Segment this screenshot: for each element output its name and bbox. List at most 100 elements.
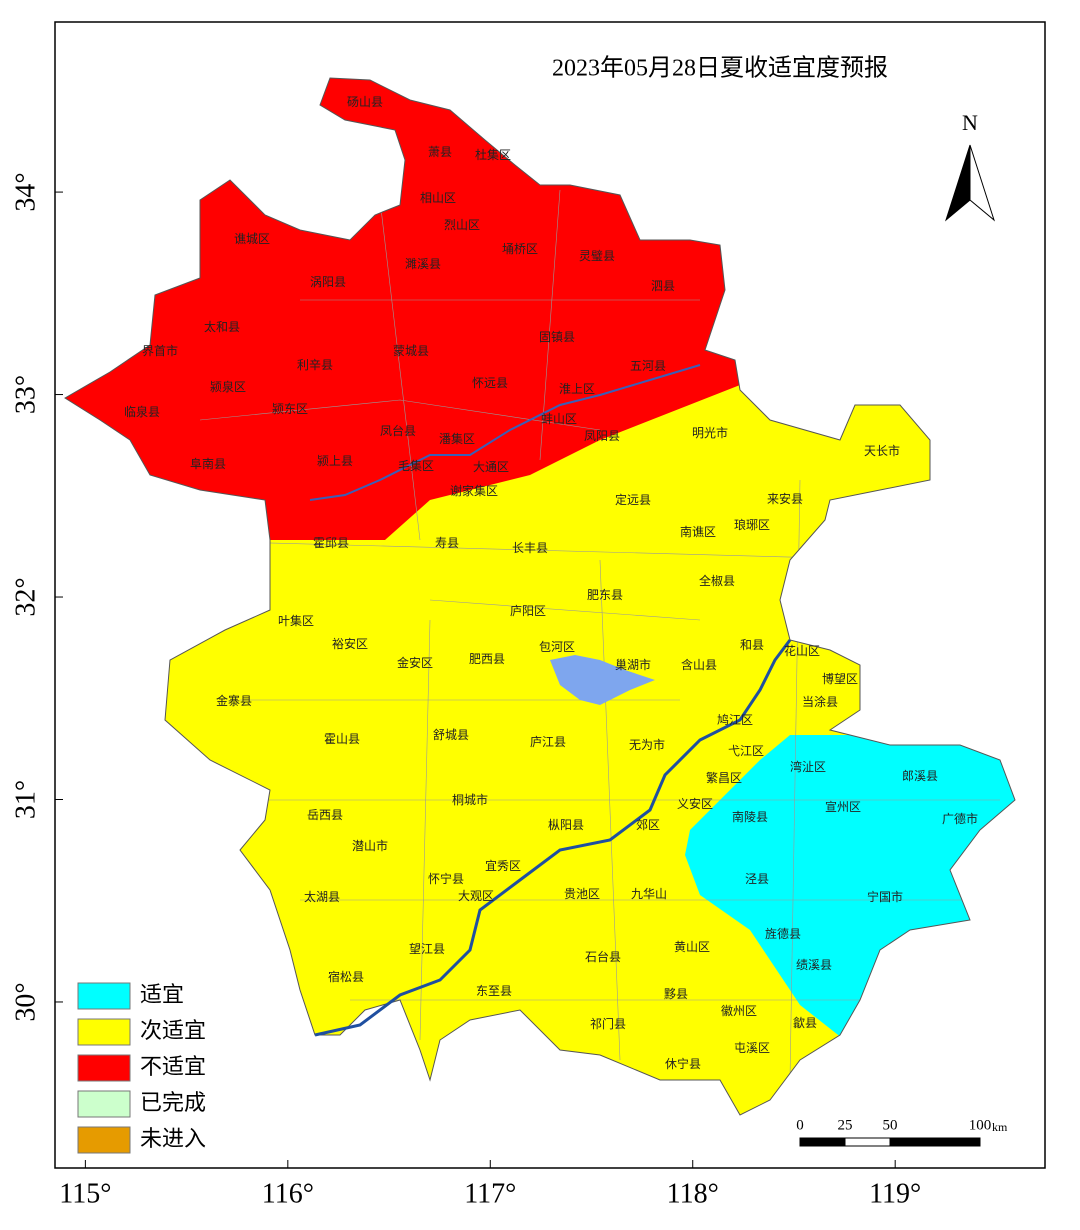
- county-label: 临泉县: [124, 405, 160, 419]
- county-label: 谯城区: [234, 232, 270, 246]
- county-label: 谢家集区: [450, 483, 498, 498]
- county-label: 黄山区: [674, 940, 710, 954]
- scale-segment: [844, 1137, 891, 1147]
- river-yangtze: [314, 639, 792, 1037]
- legend-label: 已完成: [140, 1090, 206, 1115]
- scale-unit: km: [992, 1120, 1008, 1134]
- county-label: 颍上县: [317, 454, 353, 468]
- county-label: 琅琊区: [734, 517, 770, 532]
- county-label: 全椒县: [699, 573, 735, 588]
- county-label: 义安区: [677, 796, 713, 811]
- legend-label: 次适宜: [140, 1018, 206, 1043]
- county-label: 枞阳县: [548, 818, 584, 832]
- county-label: 舒城县: [433, 728, 469, 742]
- y-tick-label: 30°: [10, 982, 41, 1021]
- legend-swatch: [77, 1018, 131, 1046]
- county-label: 和县: [740, 638, 764, 652]
- county-label: 庐江县: [530, 734, 566, 749]
- county-label: 杜集区: [475, 147, 511, 162]
- scale-label: 50: [883, 1117, 898, 1133]
- county-label: 淮上区: [559, 382, 595, 396]
- county-label: 桐城市: [452, 792, 488, 807]
- county-label: 旌德县: [765, 926, 801, 941]
- x-tick-label: 119°: [869, 1178, 921, 1209]
- county-label: 无为市: [629, 737, 665, 752]
- county-label: 包河区: [539, 640, 575, 654]
- scale-segment: [799, 1137, 846, 1147]
- county-label: 宁国市: [867, 889, 903, 904]
- county-label: 蚌山区: [541, 412, 577, 426]
- x-tick-label: 117°: [464, 1178, 516, 1209]
- county-label: 萧县: [428, 145, 452, 159]
- county-label: 长丰县: [512, 541, 548, 555]
- county-label: 来安县: [767, 491, 803, 506]
- map-title: 2023年05月28日夏收适宜度预报: [552, 55, 888, 82]
- county-label: 大观区: [458, 889, 494, 903]
- county-label: 埇桥区: [502, 242, 538, 256]
- county-label: 宜秀区: [485, 858, 521, 873]
- county-label: 烈山区: [444, 218, 480, 232]
- legend-label: 不适宜: [140, 1054, 206, 1079]
- county-label: 太和县: [204, 319, 240, 334]
- county-label: 湾沚区: [790, 759, 826, 774]
- county-label: 蒙城县: [393, 344, 429, 358]
- county-label: 濉溪县: [405, 256, 441, 271]
- legend-label: 适宜: [140, 982, 184, 1007]
- scale-label: 0: [796, 1117, 804, 1133]
- county-label: 相山区: [420, 191, 456, 205]
- county-label: 毛集区: [398, 458, 434, 473]
- county-label: 固镇县: [539, 330, 575, 344]
- county-label: 霍邱县: [313, 536, 349, 550]
- county-label: 凤阳县: [584, 429, 620, 443]
- legend-swatch: [77, 982, 131, 1010]
- county-label: 广德市: [942, 811, 978, 826]
- county-label: 南陵县: [732, 809, 768, 824]
- county-label: 郊区: [636, 818, 660, 832]
- scale-label: 100: [969, 1117, 992, 1133]
- county-label: 肥西县: [469, 652, 505, 666]
- county-label: 潘集区: [439, 431, 475, 446]
- y-tick-label: 33°: [10, 375, 41, 414]
- scale-segment: [889, 1137, 981, 1147]
- x-tick-label: 118°: [667, 1178, 719, 1209]
- county-label: 天长市: [864, 443, 900, 458]
- county-label: 贵池区: [564, 887, 600, 901]
- county-label: 宿松县: [328, 969, 364, 984]
- county-label: 鸠江区: [717, 713, 753, 727]
- county-label: 花山区: [784, 643, 820, 658]
- county-label: 太湖县: [304, 889, 340, 904]
- county-label: 祁门县: [590, 1016, 626, 1031]
- county-label: 泾县: [745, 872, 769, 886]
- county-label: 裕安区: [332, 636, 368, 651]
- x-tick-label: 115°: [59, 1178, 111, 1209]
- county-label: 九华山: [631, 887, 667, 901]
- north-arrow: [969, 144, 995, 222]
- county-label: 大通区: [473, 460, 509, 474]
- y-tick-label: 31°: [10, 780, 41, 819]
- province-outline: [64, 77, 1016, 1116]
- county-label: 繁昌区: [706, 770, 742, 785]
- county-label: 弋江区: [728, 744, 764, 758]
- county-label: 泗县: [651, 279, 675, 293]
- legend-label: 未进入: [140, 1126, 206, 1151]
- county-label: 寿县: [435, 536, 459, 550]
- county-label: 霍山县: [324, 732, 360, 746]
- county-label: 黟县: [664, 987, 688, 1001]
- county-label: 界首市: [142, 343, 178, 358]
- legend-swatch: [77, 1054, 131, 1082]
- county-label: 灵璧县: [579, 248, 615, 263]
- county-label: 宣州区: [825, 799, 861, 814]
- county-label: 凤台县: [380, 423, 416, 438]
- county-label: 岳西县: [307, 808, 343, 822]
- county-label: 望江县: [409, 942, 445, 956]
- north-label: N: [962, 110, 978, 135]
- river-huai: [309, 364, 701, 501]
- county-label: 肥东县: [587, 588, 623, 602]
- lake: [550, 655, 655, 705]
- x-tick-label: 116°: [262, 1178, 314, 1209]
- y-tick-label: 32°: [10, 577, 41, 616]
- county-label: 五河县: [630, 359, 666, 373]
- y-tick-label: 34°: [10, 172, 41, 211]
- county-label: 叶集区: [278, 613, 314, 628]
- county-label: 庐阳区: [510, 603, 546, 618]
